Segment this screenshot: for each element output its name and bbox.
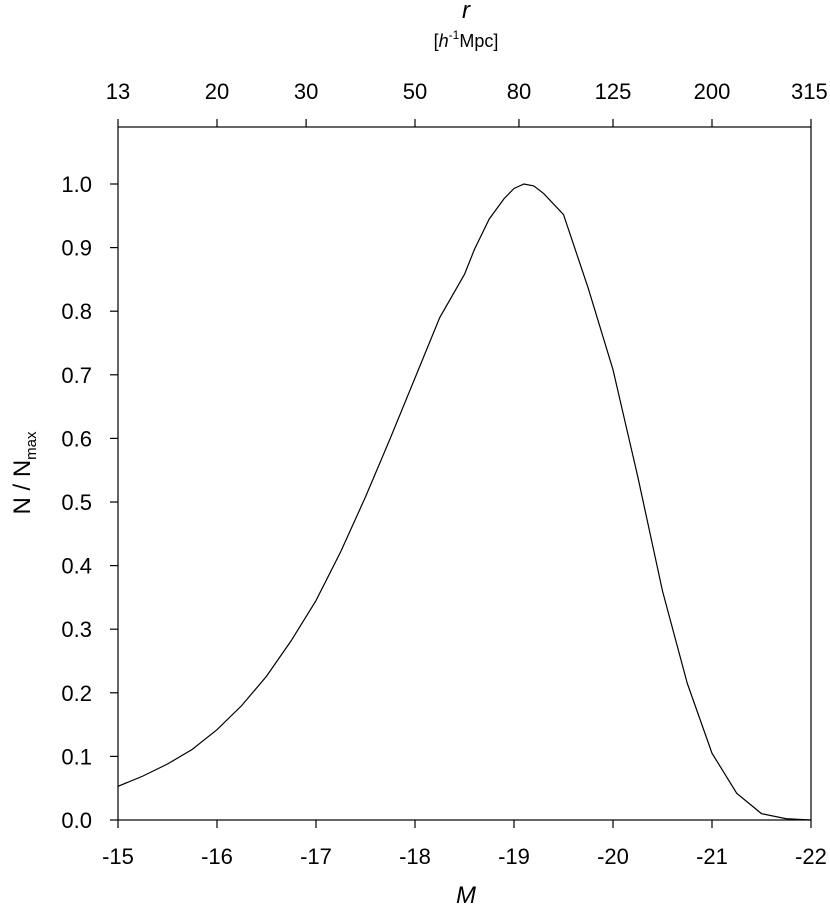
y-tick-label: 0.7 <box>61 363 92 388</box>
bottom-axis: -15 -16 -17 -18 -19 -20 -21 -22 <box>102 820 827 869</box>
x-axis-title: M <box>456 882 476 909</box>
y-tick-label: 0.6 <box>61 426 92 451</box>
x-tick-label: -18 <box>399 844 431 869</box>
top-axis-unit-rest: Mpc] <box>459 31 498 51</box>
top-tick-label: 315 <box>791 79 828 104</box>
top-axis-unit: [h-1Mpc] <box>434 28 499 51</box>
top-axis-unit-h: h <box>439 31 449 51</box>
y-tick-label: 0.8 <box>61 299 92 324</box>
y-axis-title: N / Nmax <box>9 431 40 515</box>
x-tick-label: -17 <box>300 844 332 869</box>
series-line <box>117 183 812 821</box>
left-axis: 0.0 0.1 0.2 0.3 0.4 0.5 0.6 0.7 0.8 0.9 1.0 <box>61 172 118 833</box>
top-axis-unit-open: [ <box>434 31 439 51</box>
y-axis-title-main: N / N <box>9 460 36 515</box>
y-tick-label: 1.0 <box>61 172 92 197</box>
x-tick-label: -20 <box>597 844 629 869</box>
y-tick-label: 0.4 <box>61 554 92 579</box>
x-tick-label: -15 <box>102 844 134 869</box>
top-tick-label: 200 <box>694 79 731 104</box>
top-tick-label: 30 <box>294 79 318 104</box>
y-tick-label: 0.3 <box>61 617 92 642</box>
top-tick-label: 13 <box>106 79 130 104</box>
y-tick-label: 0.1 <box>61 744 92 769</box>
x-tick-label: -22 <box>795 844 827 869</box>
top-tick-label: 50 <box>403 79 427 104</box>
top-axis-title: r <box>462 0 471 24</box>
top-axis-unit-sup: -1 <box>449 28 460 42</box>
x-tick-label: -19 <box>498 844 530 869</box>
plot-frame <box>117 126 812 821</box>
top-tick-label: 125 <box>595 79 632 104</box>
top-axis: 13 20 30 50 80 125 200 315 <box>106 79 828 127</box>
y-tick-label: 0.9 <box>61 236 92 261</box>
y-tick-label: 0.0 <box>61 808 92 833</box>
top-tick-label: 80 <box>507 79 531 104</box>
x-tick-label: -21 <box>696 844 728 869</box>
top-tick-label: 20 <box>205 79 229 104</box>
y-tick-label: 0.5 <box>61 490 92 515</box>
y-axis-title-subscript: max <box>23 431 40 460</box>
x-tick-label: -16 <box>201 844 233 869</box>
y-tick-label: 0.2 <box>61 681 92 706</box>
